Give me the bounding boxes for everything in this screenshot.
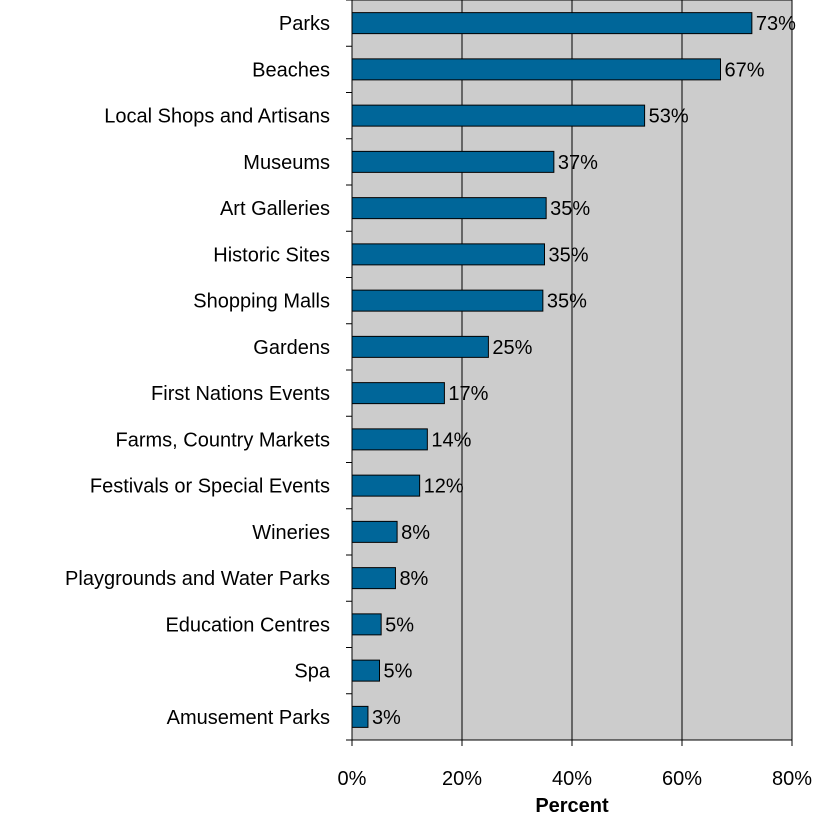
- category-label: Beaches: [252, 59, 330, 81]
- data-label: 53%: [649, 106, 689, 128]
- data-label: 3%: [372, 707, 401, 729]
- category-label: Shopping Malls: [193, 291, 330, 313]
- category-label: Local Shops and Artisans: [104, 106, 330, 128]
- data-label: 37%: [558, 152, 598, 174]
- data-label: 67%: [725, 59, 765, 81]
- category-label: Museums: [243, 152, 330, 174]
- bar: [351, 428, 428, 451]
- x-tick-label: 0%: [338, 768, 367, 790]
- bar: [351, 335, 489, 358]
- bar: [351, 12, 753, 35]
- data-label: 5%: [385, 614, 414, 636]
- category-label: Wineries: [252, 522, 330, 544]
- bar: [351, 150, 555, 173]
- data-label: 14%: [431, 429, 471, 451]
- data-label: 5%: [384, 661, 413, 683]
- category-label: Art Galleries: [220, 198, 330, 220]
- bar: [351, 197, 547, 220]
- bar: [351, 613, 382, 636]
- category-label: First Nations Events: [151, 383, 330, 405]
- x-axis-title: Percent: [535, 795, 609, 817]
- category-label: Historic Sites: [213, 244, 330, 266]
- data-label: 35%: [550, 198, 590, 220]
- bar: [351, 289, 544, 312]
- category-label: Festivals or Special Events: [90, 476, 330, 498]
- bar: [351, 659, 380, 682]
- data-label: 35%: [547, 291, 587, 313]
- data-label: 12%: [424, 476, 464, 498]
- category-label: Gardens: [253, 337, 330, 359]
- bar: [351, 58, 721, 81]
- x-axis: 0% 20% 40% 60% 80%: [338, 739, 812, 790]
- bar: [351, 705, 369, 728]
- bar: [351, 567, 396, 590]
- data-label: 73%: [756, 13, 796, 35]
- data-labels: 73% 67% 53% 37% 35% 35% 35% 25% 17% 14% 12% 8% 8% 5% 5…: [372, 13, 796, 729]
- bar: [351, 382, 445, 405]
- bar: [351, 474, 421, 497]
- y-axis: Parks Beaches Local Shops and Artisans Muse…: [65, 0, 353, 741]
- bar: [351, 104, 646, 127]
- x-tick-label: 60%: [662, 768, 702, 790]
- data-label: 8%: [401, 522, 430, 544]
- category-label: Amusement Parks: [167, 707, 330, 729]
- x-tick-label: 40%: [552, 768, 592, 790]
- category-label: Parks: [279, 13, 330, 35]
- bar: [351, 243, 545, 266]
- category-label: Education Centres: [165, 614, 330, 636]
- data-label: 17%: [448, 383, 488, 405]
- data-label: 8%: [399, 568, 428, 590]
- category-label: Farms, Country Markets: [116, 429, 330, 451]
- category-label: Spa: [294, 661, 330, 683]
- data-label: 25%: [492, 337, 532, 359]
- x-tick-label: 80%: [772, 768, 812, 790]
- x-tick-label: 20%: [442, 768, 482, 790]
- category-label: Playgrounds and Water Parks: [65, 568, 330, 590]
- bar: [351, 520, 398, 543]
- bars: [351, 12, 753, 728]
- data-label: 35%: [549, 244, 589, 266]
